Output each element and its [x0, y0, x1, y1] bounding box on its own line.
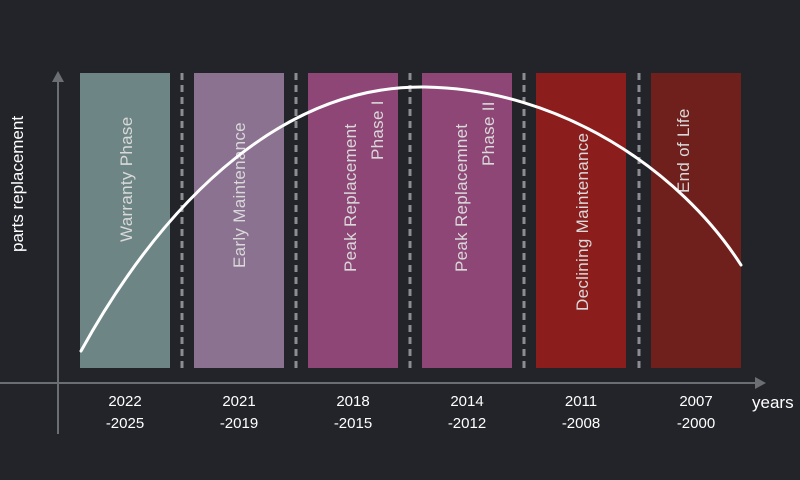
year-range-early-maintenance-end: -2019: [220, 415, 258, 432]
year-range-declining-maintenance: 2011: [565, 393, 597, 410]
phase-label-warranty: Warranty Phase: [117, 117, 136, 242]
year-range-declining-maintenance-end: -2008: [562, 415, 600, 432]
phase-label-peak-replacement-1: Peak Replacement: [341, 124, 360, 272]
year-range-end-of-life-end: -2000: [677, 415, 715, 432]
phase-bar-end-of-life: [651, 73, 741, 368]
year-range-end-of-life: 2007: [679, 393, 712, 410]
phase-label-peak-replacement-2: Peak Replacemnet: [452, 124, 471, 272]
phase-label-declining-maintenance: Declining Maintenance: [573, 133, 592, 311]
y-axis-arrow-icon: [52, 71, 64, 82]
phase-label-end-of-life: End of Life: [674, 108, 693, 193]
year-range-warranty: 2022: [108, 393, 141, 410]
phase-bar-peak-replacement-1: [308, 73, 398, 368]
year-range-peak-replacement-1-end: -2015: [334, 415, 372, 432]
lifecycle-curve: [79, 85, 743, 353]
y-axis-title: parts replacement: [8, 116, 27, 252]
phase-label-peak-replacement-1-sub: Phase I: [368, 100, 387, 160]
year-range-early-maintenance: 2021: [222, 393, 255, 410]
phase-label-early-maintenance: Early Maintenance: [230, 122, 249, 268]
phase-bar-warranty: [80, 73, 170, 368]
x-axis-title: years: [752, 393, 794, 412]
year-range-peak-replacement-2-end: -2012: [448, 415, 486, 432]
phase-label-peak-replacement-2-sub: Phase II: [479, 101, 498, 166]
phase-bar-declining-maintenance: [536, 73, 626, 368]
year-range-peak-replacement-2: 2014: [450, 393, 483, 410]
year-range-peak-replacement-1: 2018: [336, 393, 369, 410]
phase-bar-peak-replacement-2: [422, 73, 512, 368]
x-axis-arrow-icon: [755, 377, 766, 389]
phase-bar-early-maintenance: [194, 73, 284, 368]
year-range-warranty-end: -2025: [106, 415, 144, 432]
